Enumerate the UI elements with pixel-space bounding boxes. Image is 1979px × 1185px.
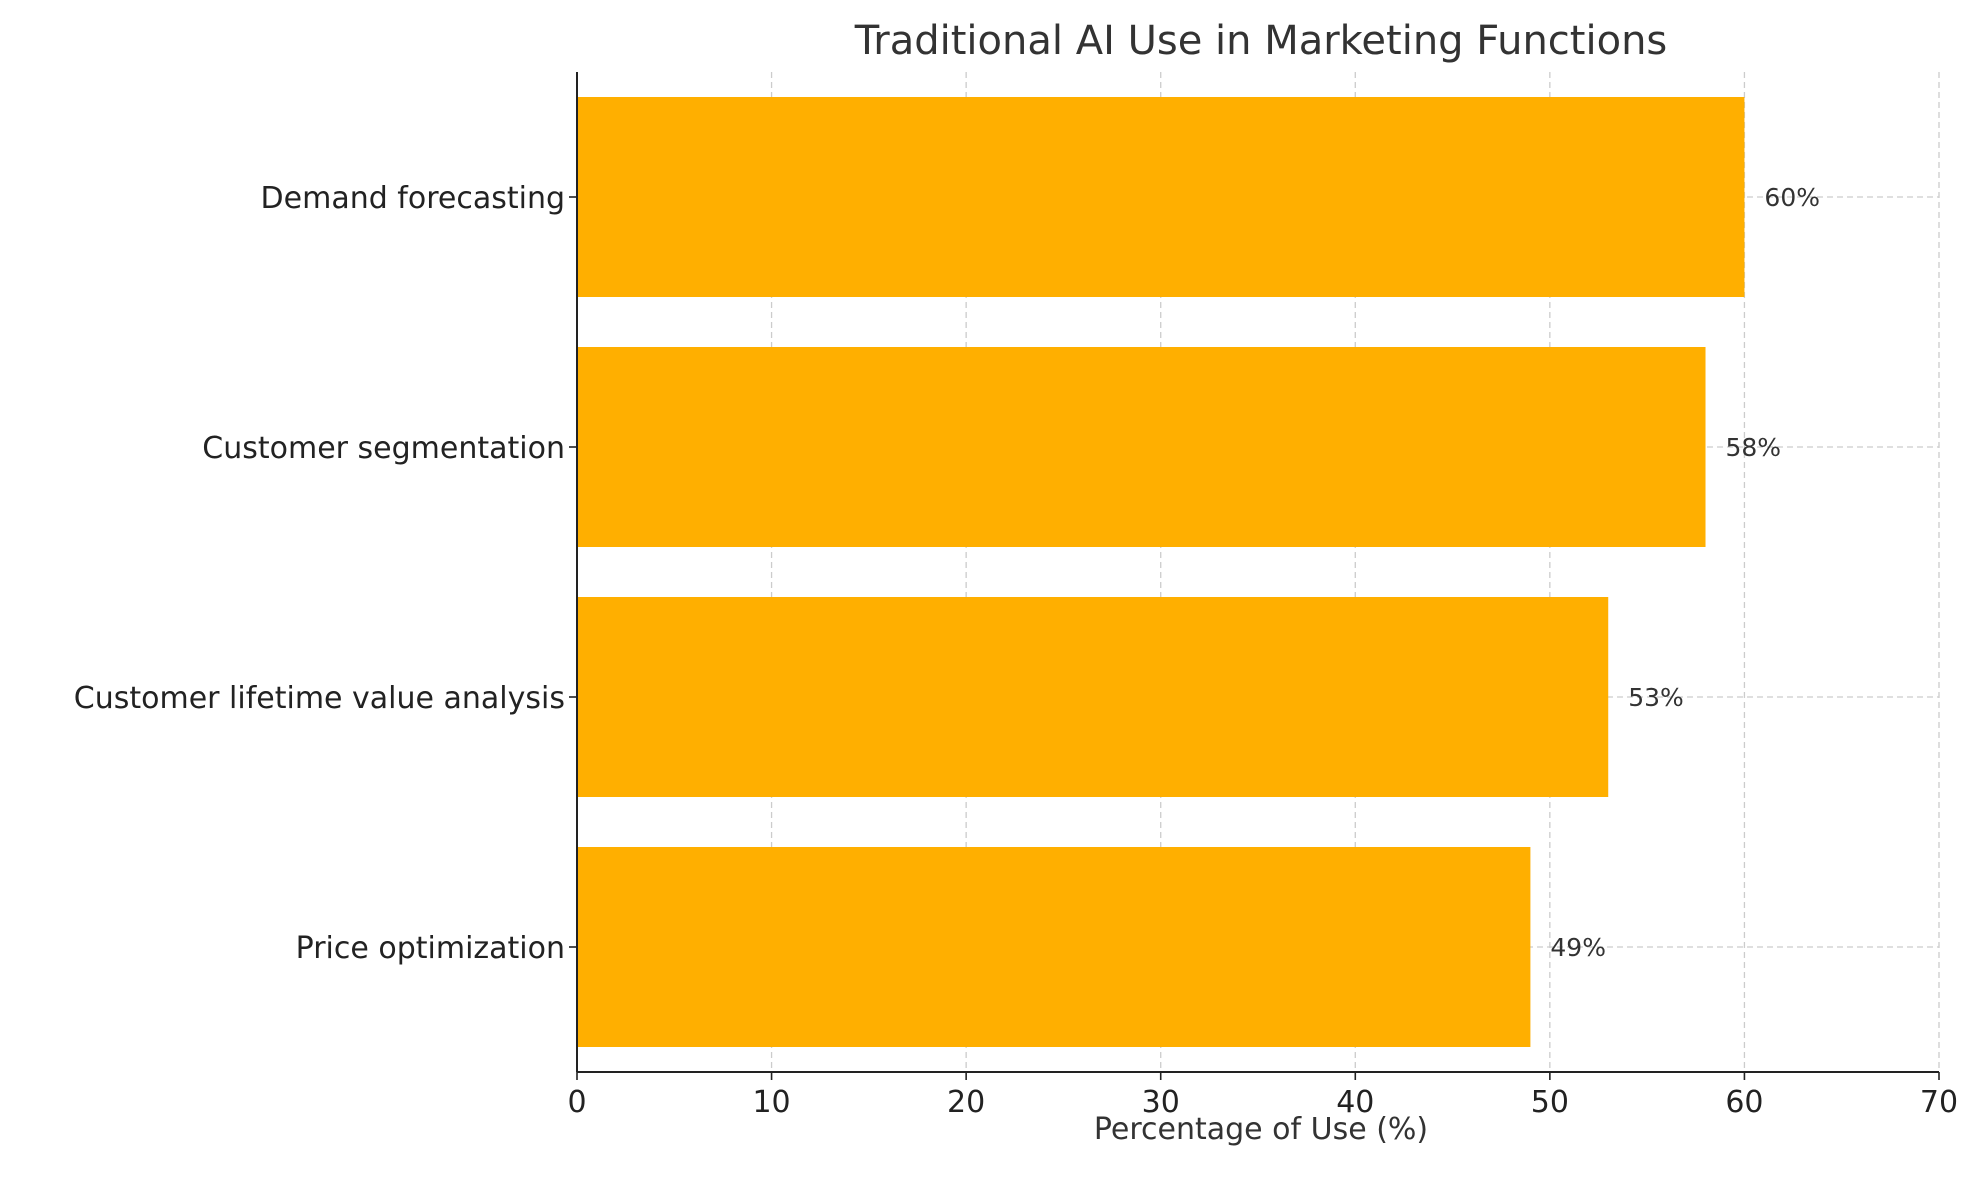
data-label: 60%: [1764, 183, 1820, 212]
chart-title: Traditional AI Use in Marketing Function…: [854, 18, 1668, 64]
x-tick-label: 20: [947, 1085, 985, 1120]
x-tick-label: 50: [1531, 1085, 1569, 1120]
x-tick-label: 40: [1336, 1085, 1374, 1120]
x-tick-label: 0: [567, 1085, 586, 1120]
category-label: Price optimization: [296, 931, 565, 966]
x-tick-label: 30: [1142, 1085, 1180, 1120]
bar: [577, 347, 1706, 547]
axis-layer: [569, 72, 1940, 1080]
bar: [577, 847, 1531, 1047]
data-label: 53%: [1628, 683, 1684, 712]
data-label: 49%: [1550, 933, 1606, 962]
x-tick-label: 60: [1725, 1085, 1763, 1120]
data-label: 58%: [1726, 433, 1782, 462]
category-label: Customer segmentation: [202, 431, 565, 466]
category-label: Demand forecasting: [261, 181, 565, 216]
bar-layer: [577, 97, 1745, 1047]
bar: [577, 597, 1609, 797]
x-tick-label: 70: [1920, 1085, 1958, 1120]
bar: [577, 97, 1745, 297]
label-layer: 0 10 20 30 40 50 60 70 Price optimization Custome…: [74, 181, 1958, 1120]
x-tick-label: 10: [752, 1085, 790, 1120]
x-axis-label: Percentage of Use (%): [1094, 1112, 1428, 1147]
category-label: Customer lifetime value analysis: [74, 681, 565, 716]
